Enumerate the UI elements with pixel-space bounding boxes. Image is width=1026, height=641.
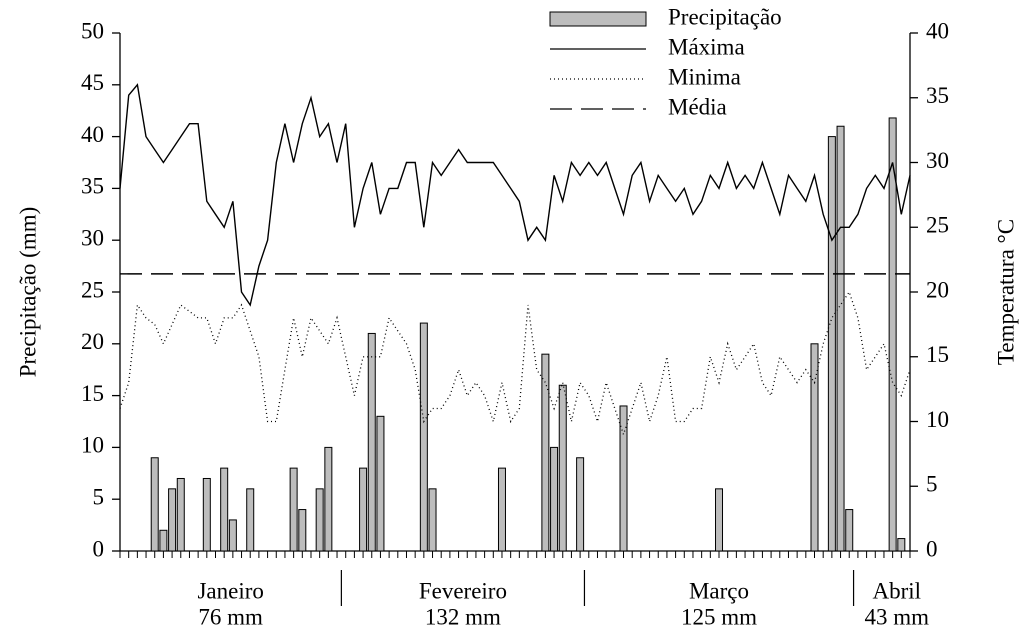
- bar: [888, 117, 897, 552]
- bar: [836, 125, 845, 552]
- legend-label: Minima: [668, 64, 741, 89]
- y-tick-label: 5: [93, 484, 105, 509]
- y2-tick-label: 20: [926, 277, 949, 302]
- month-label: Março: [689, 578, 749, 603]
- bar: [897, 538, 906, 552]
- y2-axis-label: Temperatura °C: [993, 219, 1018, 365]
- bar: [419, 322, 428, 552]
- y-tick-label: 45: [81, 70, 104, 95]
- bar: [324, 446, 333, 552]
- line: [119, 83, 911, 307]
- y2-tick-label: 25: [926, 213, 949, 238]
- legend-swatch: [549, 11, 647, 27]
- y2-tick-label: 5: [926, 472, 938, 497]
- y-tick-label: 50: [81, 18, 104, 43]
- y-tick-label: 25: [81, 277, 104, 302]
- y-axis-label: Precipitação (mm): [15, 207, 40, 378]
- bar: [359, 467, 368, 552]
- bar: [367, 332, 376, 552]
- y-tick-label: 10: [81, 433, 104, 458]
- month-total: 43 mm: [865, 604, 930, 629]
- y-tick-label: 35: [81, 174, 104, 199]
- bar: [550, 446, 559, 552]
- bar: [827, 136, 836, 552]
- bar: [576, 457, 585, 552]
- month-total: 132 mm: [425, 604, 501, 629]
- bar: [159, 529, 168, 552]
- month-label: Janeiro: [197, 578, 263, 603]
- bar: [715, 488, 724, 552]
- bar: [541, 353, 550, 552]
- month-total: 125 mm: [681, 604, 757, 629]
- y-tick-label: 30: [81, 225, 104, 250]
- y-tick-label: 15: [81, 381, 104, 406]
- legend-label: Máxima: [668, 34, 745, 59]
- bar: [497, 467, 506, 552]
- y2-tick-label: 15: [926, 342, 949, 367]
- bar: [202, 477, 211, 552]
- month-total: 76 mm: [198, 604, 263, 629]
- bar: [168, 488, 177, 552]
- bar: [428, 488, 437, 552]
- y-tick-label: 0: [93, 536, 105, 561]
- month-label: Abril: [873, 578, 922, 603]
- bar: [619, 405, 628, 552]
- bar: [246, 488, 255, 552]
- bar: [315, 488, 324, 552]
- legend-label: Precipitação: [668, 4, 782, 29]
- bar: [376, 415, 385, 552]
- y-tick-label: 20: [81, 329, 104, 354]
- y2-tick-label: 0: [926, 536, 938, 561]
- y2-tick-label: 30: [926, 148, 949, 173]
- bar: [810, 343, 819, 552]
- line: [119, 290, 911, 437]
- bar: [228, 519, 237, 552]
- month-label: Fevereiro: [419, 578, 507, 603]
- bar: [150, 457, 159, 552]
- bar: [176, 477, 185, 552]
- y2-tick-label: 10: [926, 407, 949, 432]
- y2-tick-label: 35: [926, 83, 949, 108]
- bar: [220, 467, 229, 552]
- bar: [298, 509, 307, 552]
- bar: [845, 509, 854, 552]
- legend-label: Média: [668, 94, 727, 119]
- y2-tick-label: 40: [926, 18, 949, 43]
- y-tick-label: 40: [81, 122, 104, 147]
- bar: [289, 467, 298, 552]
- bar: [558, 384, 567, 552]
